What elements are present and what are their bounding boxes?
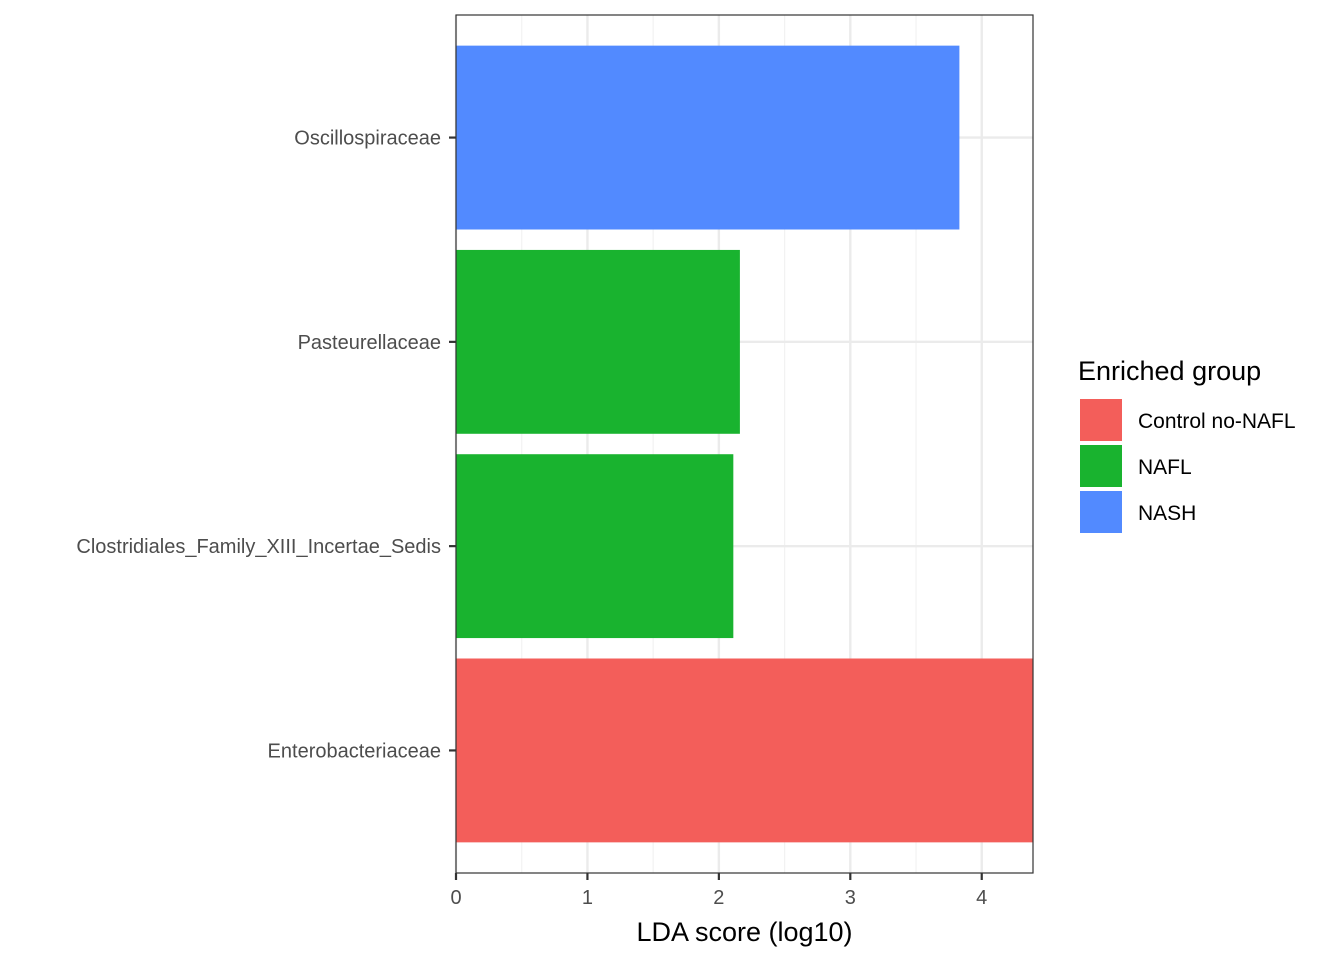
legend-label: NAFL	[1138, 456, 1192, 479]
y-axis: Oscillospiraceae Pasteurellaceae Clostridi…	[76, 128, 456, 762]
x-tick-label: 3	[845, 887, 856, 909]
panel-border	[455, 14, 1034, 874]
x-tick-label: 4	[976, 887, 987, 909]
legend-label: NASH	[1138, 502, 1196, 525]
y-tick-label: Clostridiales_Family_XIII_Incertae_Sedis	[76, 536, 441, 558]
bar-pasteurellaceae	[456, 249, 740, 434]
x-axis: 0 1 2 3 4	[450, 873, 987, 909]
x-tick-label: 2	[713, 887, 724, 909]
y-tick-label: Oscillospiraceae	[294, 128, 441, 150]
y-tick-label: Enterobacteriaceae	[268, 740, 441, 762]
legend-key	[1080, 445, 1122, 487]
bar-clostridiales_family_xiii_incertae_sedis	[456, 454, 734, 639]
legend: Enriched group Control no-NAFL NAFL NASH	[1078, 356, 1296, 533]
legend-title: Enriched group	[1078, 356, 1261, 386]
x-tick-label: 1	[582, 887, 593, 909]
bar-oscillospiraceae	[456, 45, 960, 230]
x-tick-label: 0	[450, 887, 461, 909]
bar-enterobacteriaceae	[456, 658, 1033, 843]
legend-key	[1080, 491, 1122, 533]
legend-key	[1080, 399, 1122, 441]
bars	[456, 45, 1033, 843]
legend-label: Control no-NAFL	[1138, 410, 1296, 433]
y-tick-label: Pasteurellaceae	[298, 332, 441, 354]
x-axis-title: LDA score (log10)	[636, 917, 852, 947]
